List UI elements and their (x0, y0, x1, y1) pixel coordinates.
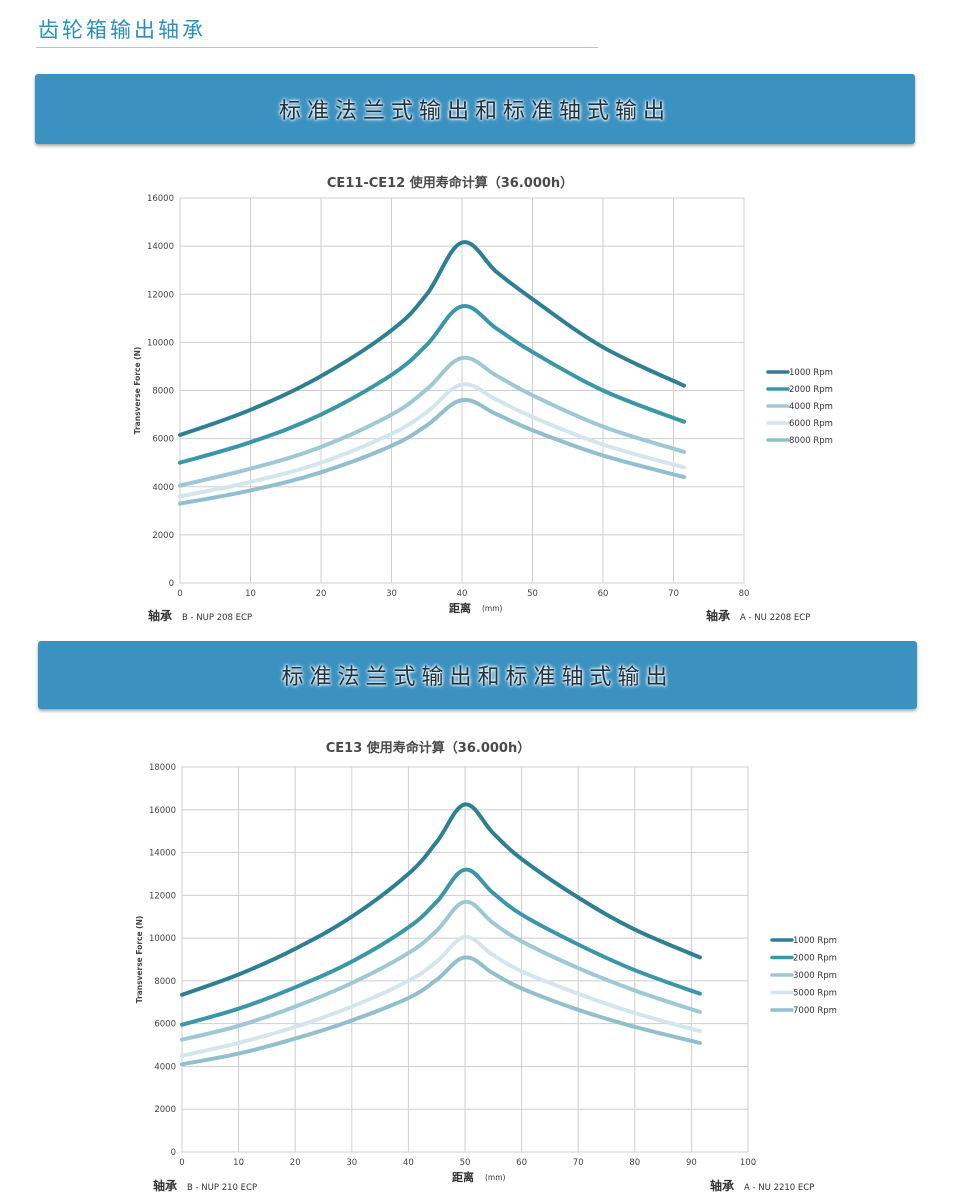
bearing-left-value: B - NUP 210 ECP (187, 1183, 257, 1193)
series-line-2 (178, 304, 687, 465)
y-tick-label: 0 (171, 1148, 176, 1158)
y-tick-label: 2000 (152, 531, 174, 541)
y-axis-label: Transverse Force (N) (133, 347, 142, 435)
y-tick-label: 4000 (152, 483, 174, 493)
x-tick-label: 10 (245, 589, 256, 599)
y-tick-label: 8000 (152, 387, 174, 397)
legend-label: 2000 Rpm (793, 954, 837, 964)
y-tick-label: 16000 (147, 194, 174, 204)
y-tick-label: 10000 (147, 338, 174, 348)
y-tick-label: 14000 (147, 242, 174, 252)
x-tick-label: 50 (460, 1158, 471, 1168)
x-axis-unit: (mm) (482, 604, 503, 613)
legend-label: 1000 Rpm (793, 936, 837, 946)
series-line-5 (178, 397, 687, 506)
chart-ce13: CE13 使用寿命计算（36.000h） 0 10 20 30 40 50 60 70 80 90 1… (135, 740, 837, 1193)
bearing-left-label: 轴承 (153, 1178, 177, 1193)
legend-label: 4000 Rpm (789, 402, 833, 412)
x-tick-label: 60 (516, 1158, 527, 1168)
section-banner-2: 标准法兰式输出和标准轴式输出 (38, 641, 917, 709)
x-tick-label: 70 (668, 589, 679, 599)
series-line-1 (180, 802, 702, 997)
bearing-right-label: 轴承 (706, 608, 730, 623)
x-tick-label: 30 (386, 589, 397, 599)
legend: 1000 Rpm 2000 Rpm 3000 Rpm 5000 Rpm 7000 Rpm (770, 936, 837, 1016)
series-line-3 (180, 899, 702, 1042)
legend-label: 5000 Rpm (793, 989, 837, 999)
y-tick-label: 2000 (154, 1105, 176, 1115)
section-banner-1: 标准法兰式输出和标准轴式输出 (35, 74, 915, 144)
y-tick-label: 12000 (147, 290, 174, 300)
title-divider (36, 47, 598, 48)
series-line-4 (178, 382, 687, 499)
y-tick-label: 6000 (152, 435, 174, 445)
x-tick-label: 40 (403, 1158, 414, 1168)
x-tick-label: 80 (629, 1158, 640, 1168)
legend-label: 8000 Rpm (789, 436, 833, 446)
x-tick-label: 0 (179, 1158, 184, 1168)
y-tick-label: 8000 (154, 977, 176, 987)
legend-label: 6000 Rpm (789, 419, 833, 429)
y-tick-label: 16000 (149, 806, 176, 816)
y-tick-label: 0 (169, 579, 174, 589)
x-tick-label: 60 (598, 589, 609, 599)
y-tick-label: 4000 (154, 1062, 176, 1072)
series-line-2 (180, 867, 702, 1027)
page-title: 齿轮箱输出轴承 (38, 18, 206, 42)
x-tick-label: 20 (290, 1158, 301, 1168)
legend-label: 1000 Rpm (789, 368, 833, 378)
chart-title: CE11-CE12 使用寿命计算（36.000h） (327, 175, 573, 191)
x-tick-label: 10 (233, 1158, 244, 1168)
legend-label: 3000 Rpm (793, 971, 837, 981)
x-tick-label: 70 (573, 1158, 584, 1168)
bearing-left-label: 轴承 (148, 608, 172, 623)
bearing-right-value: A - NU 2208 ECP (740, 613, 810, 623)
y-tick-label: 18000 (149, 763, 176, 773)
x-tick-label: 30 (346, 1158, 357, 1168)
x-axis-unit: (mm) (485, 1173, 506, 1182)
x-tick-label: 80 (739, 589, 750, 599)
section-banner-2-text: 标准法兰式输出和标准轴式输出 (281, 665, 674, 690)
x-tick-label: 100 (740, 1158, 756, 1168)
x-tick-label: 90 (686, 1158, 697, 1168)
x-tick-label: 0 (177, 589, 182, 599)
section-banner-1-text: 标准法兰式输出和标准轴式输出 (278, 99, 671, 124)
bearing-left-value: B - NUP 208 ECP (182, 613, 252, 623)
bearing-right-value: A - NU 2210 ECP (744, 1183, 814, 1193)
legend-label: 2000 Rpm (789, 385, 833, 395)
x-axis-label: 距离 (452, 1170, 474, 1184)
chart-title: CE13 使用寿命计算（36.000h） (326, 740, 530, 756)
x-axis-label: 距离 (449, 601, 471, 615)
grid (181, 766, 749, 1153)
x-tick-label: 50 (527, 589, 538, 599)
series-line-3 (178, 355, 687, 488)
series-line-4 (180, 935, 702, 1058)
x-tick-label: 40 (457, 589, 468, 599)
chart-ce11-ce12: CE11-CE12 使用寿命计算（36.000h） 0 10 20 30 40 50 60 70… (133, 175, 833, 623)
y-tick-label: 12000 (149, 891, 176, 901)
y-tick-label: 14000 (149, 849, 176, 859)
legend-label: 7000 Rpm (793, 1006, 837, 1016)
y-tick-label: 10000 (149, 934, 176, 944)
series-line-5 (180, 955, 702, 1067)
bearing-right-label: 轴承 (710, 1178, 734, 1193)
series-line-1 (178, 240, 687, 437)
y-axis-label: Transverse Force (N) (135, 916, 144, 1004)
legend: 1000 Rpm 2000 Rpm 4000 Rpm 6000 Rpm 8000 Rpm (766, 368, 833, 446)
y-tick-label: 6000 (154, 1020, 176, 1030)
grid (179, 197, 745, 584)
x-tick-label: 20 (316, 589, 327, 599)
